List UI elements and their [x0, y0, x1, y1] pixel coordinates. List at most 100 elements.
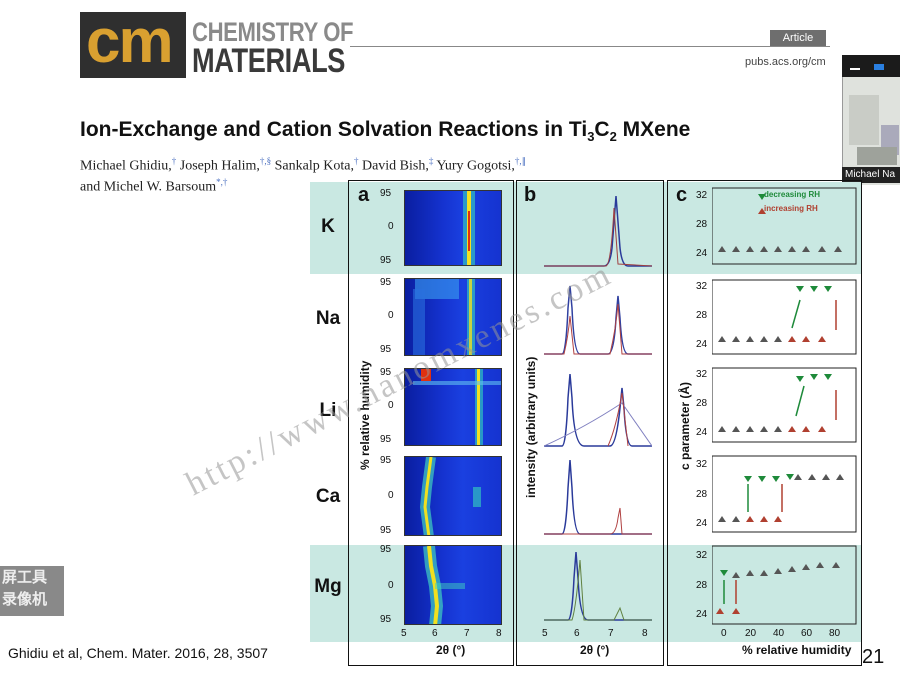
article-title: Ion-Exchange and Cation Solvation Reacti…	[80, 118, 690, 144]
webcam-participant-name: Michael Na	[842, 167, 900, 183]
panel-c-xlabel: % relative humidity	[742, 643, 852, 657]
panel-b-xtick: 5	[542, 628, 548, 639]
panel-a-ytick: 95	[380, 614, 392, 625]
panel-c-ytick: 28	[696, 310, 708, 321]
journal-logo-line2: MATERIALS	[192, 42, 346, 80]
panel-a-xtick: 5	[401, 628, 407, 639]
panel-c-ytick: 24	[696, 518, 708, 529]
title-subscript: 3	[587, 129, 595, 145]
author-affiliation: †	[353, 156, 359, 166]
figure-panel-c	[667, 180, 862, 666]
panel-a-ytick: 95	[380, 255, 392, 266]
recorder-overlay-line: 屏工具	[2, 568, 48, 586]
author-list-continued: and Michel W. Barsoum*,†	[80, 177, 227, 196]
panel-c-ytick: 32	[696, 281, 708, 292]
panel-b-spectra	[544, 195, 652, 621]
panel-a-xlabel: 2θ (°)	[436, 643, 466, 657]
legend-increasing-rh: increasing RH	[764, 204, 818, 213]
panel-c-ytick: 32	[696, 550, 708, 561]
author-affiliation: ‡	[428, 156, 434, 166]
webcam-video-frame	[849, 95, 899, 165]
author-affiliation: †,§	[259, 156, 272, 166]
heatmap-mg	[404, 545, 502, 625]
panel-c-ytick: 28	[696, 580, 708, 591]
author-name: and Michel W. Barsoum	[80, 179, 217, 195]
panel-a-ytick: 0	[388, 310, 394, 321]
recorder-overlay-line: 录像机	[2, 590, 48, 608]
title-part: C	[594, 118, 610, 141]
panel-c-xtick: 20	[745, 628, 757, 639]
panel-a-ytick: 95	[380, 544, 392, 555]
title-subscript: 2	[609, 129, 617, 145]
journal-logo-block	[80, 12, 186, 78]
heatmap-na	[404, 278, 502, 356]
panel-b-xtick: 7	[608, 628, 614, 639]
author-list: Michael Ghidiu,† Joseph Halim,†,§ Sankal…	[80, 156, 526, 175]
panel-a-ytick: 0	[388, 490, 394, 501]
article-type-badge: Article	[770, 30, 826, 46]
highlight-band-mg	[310, 545, 862, 642]
panel-c-ylabel: c parameter (Å)	[678, 381, 692, 470]
panel-c-ytick: 28	[696, 398, 708, 409]
panel-letter-b: b	[524, 184, 537, 206]
panel-a-xtick: 6	[432, 628, 438, 639]
author-affiliation: †	[171, 156, 177, 166]
panel-a-ytick: 95	[380, 344, 392, 355]
panel-c-ytick: 24	[696, 248, 708, 259]
heatmap-li	[404, 368, 502, 446]
ion-label-mg: Mg	[314, 576, 342, 597]
author-affiliation: *,†	[216, 177, 228, 187]
slide-citation: Ghidiu et al, Chem. Mater. 2016, 28, 350…	[8, 645, 268, 661]
figure-panel-b	[516, 180, 664, 666]
minimize-icon[interactable]	[850, 68, 860, 70]
panel-a-ytick: 0	[388, 580, 394, 591]
title-part: MXene	[616, 118, 691, 141]
panel-c-xtick: 80	[829, 628, 841, 639]
legend-decreasing-rh: decreasing RH	[764, 190, 821, 199]
maximize-icon[interactable]	[874, 64, 884, 70]
panel-c-ytick: 32	[696, 369, 708, 380]
panel-a-xtick: 7	[464, 628, 470, 639]
panel-a-ytick: 0	[388, 221, 394, 232]
panel-b-xtick: 8	[642, 628, 648, 639]
panel-a-ytick: 95	[380, 455, 392, 466]
panel-b-xlabel: 2θ (°)	[580, 643, 610, 657]
panel-c-xtick: 60	[801, 628, 813, 639]
panel-c-ytick: 28	[696, 219, 708, 230]
ion-label-na: Na	[315, 308, 341, 329]
highlight-band-k	[310, 182, 862, 274]
heatmap-ca	[404, 456, 502, 536]
panel-a-ytick: 95	[380, 434, 392, 445]
header-divider	[350, 46, 830, 47]
recorder-overlay: 屏工具 录像机	[0, 566, 64, 616]
panel-c-plots	[712, 187, 857, 625]
panel-c-ytick: 28	[696, 489, 708, 500]
ion-label-li: Li	[319, 400, 337, 421]
panel-c-ytick: 32	[696, 459, 708, 470]
author-affiliation: †,∥	[514, 156, 527, 166]
panel-c-ytick: 24	[696, 427, 708, 438]
panel-a-xtick: 8	[496, 628, 502, 639]
slide-number: 21	[862, 646, 885, 668]
panel-a-ytick: 95	[380, 367, 392, 378]
figure-panel-a	[348, 180, 514, 666]
webcam-toolbar	[842, 55, 900, 77]
heatmap-k	[404, 190, 502, 266]
author-name: Sankalp Kota,	[271, 158, 354, 174]
ion-label-k: K	[321, 216, 335, 237]
panel-c-xtick: 0	[721, 628, 727, 639]
panel-c-xtick: 40	[773, 628, 785, 639]
journal-logo-line1: CHEMISTRY OF	[192, 17, 354, 47]
journal-logo-mark: cm	[86, 7, 174, 76]
panel-a-ytick: 95	[380, 188, 392, 199]
panel-a-ytick: 95	[380, 525, 392, 536]
panel-letter-a: a	[358, 184, 370, 206]
panel-c-ytick: 24	[696, 339, 708, 350]
panel-letter-c: c	[676, 184, 688, 206]
panel-c-ytick: 32	[696, 190, 708, 201]
panel-a-ytick: 0	[388, 400, 394, 411]
ion-label-ca: Ca	[315, 486, 341, 507]
journal-url: pubs.acs.org/cm	[745, 56, 826, 68]
author-name: Joseph Halim,	[176, 158, 260, 174]
panel-b-ylabel: intensity (arbitrary units)	[524, 356, 538, 498]
